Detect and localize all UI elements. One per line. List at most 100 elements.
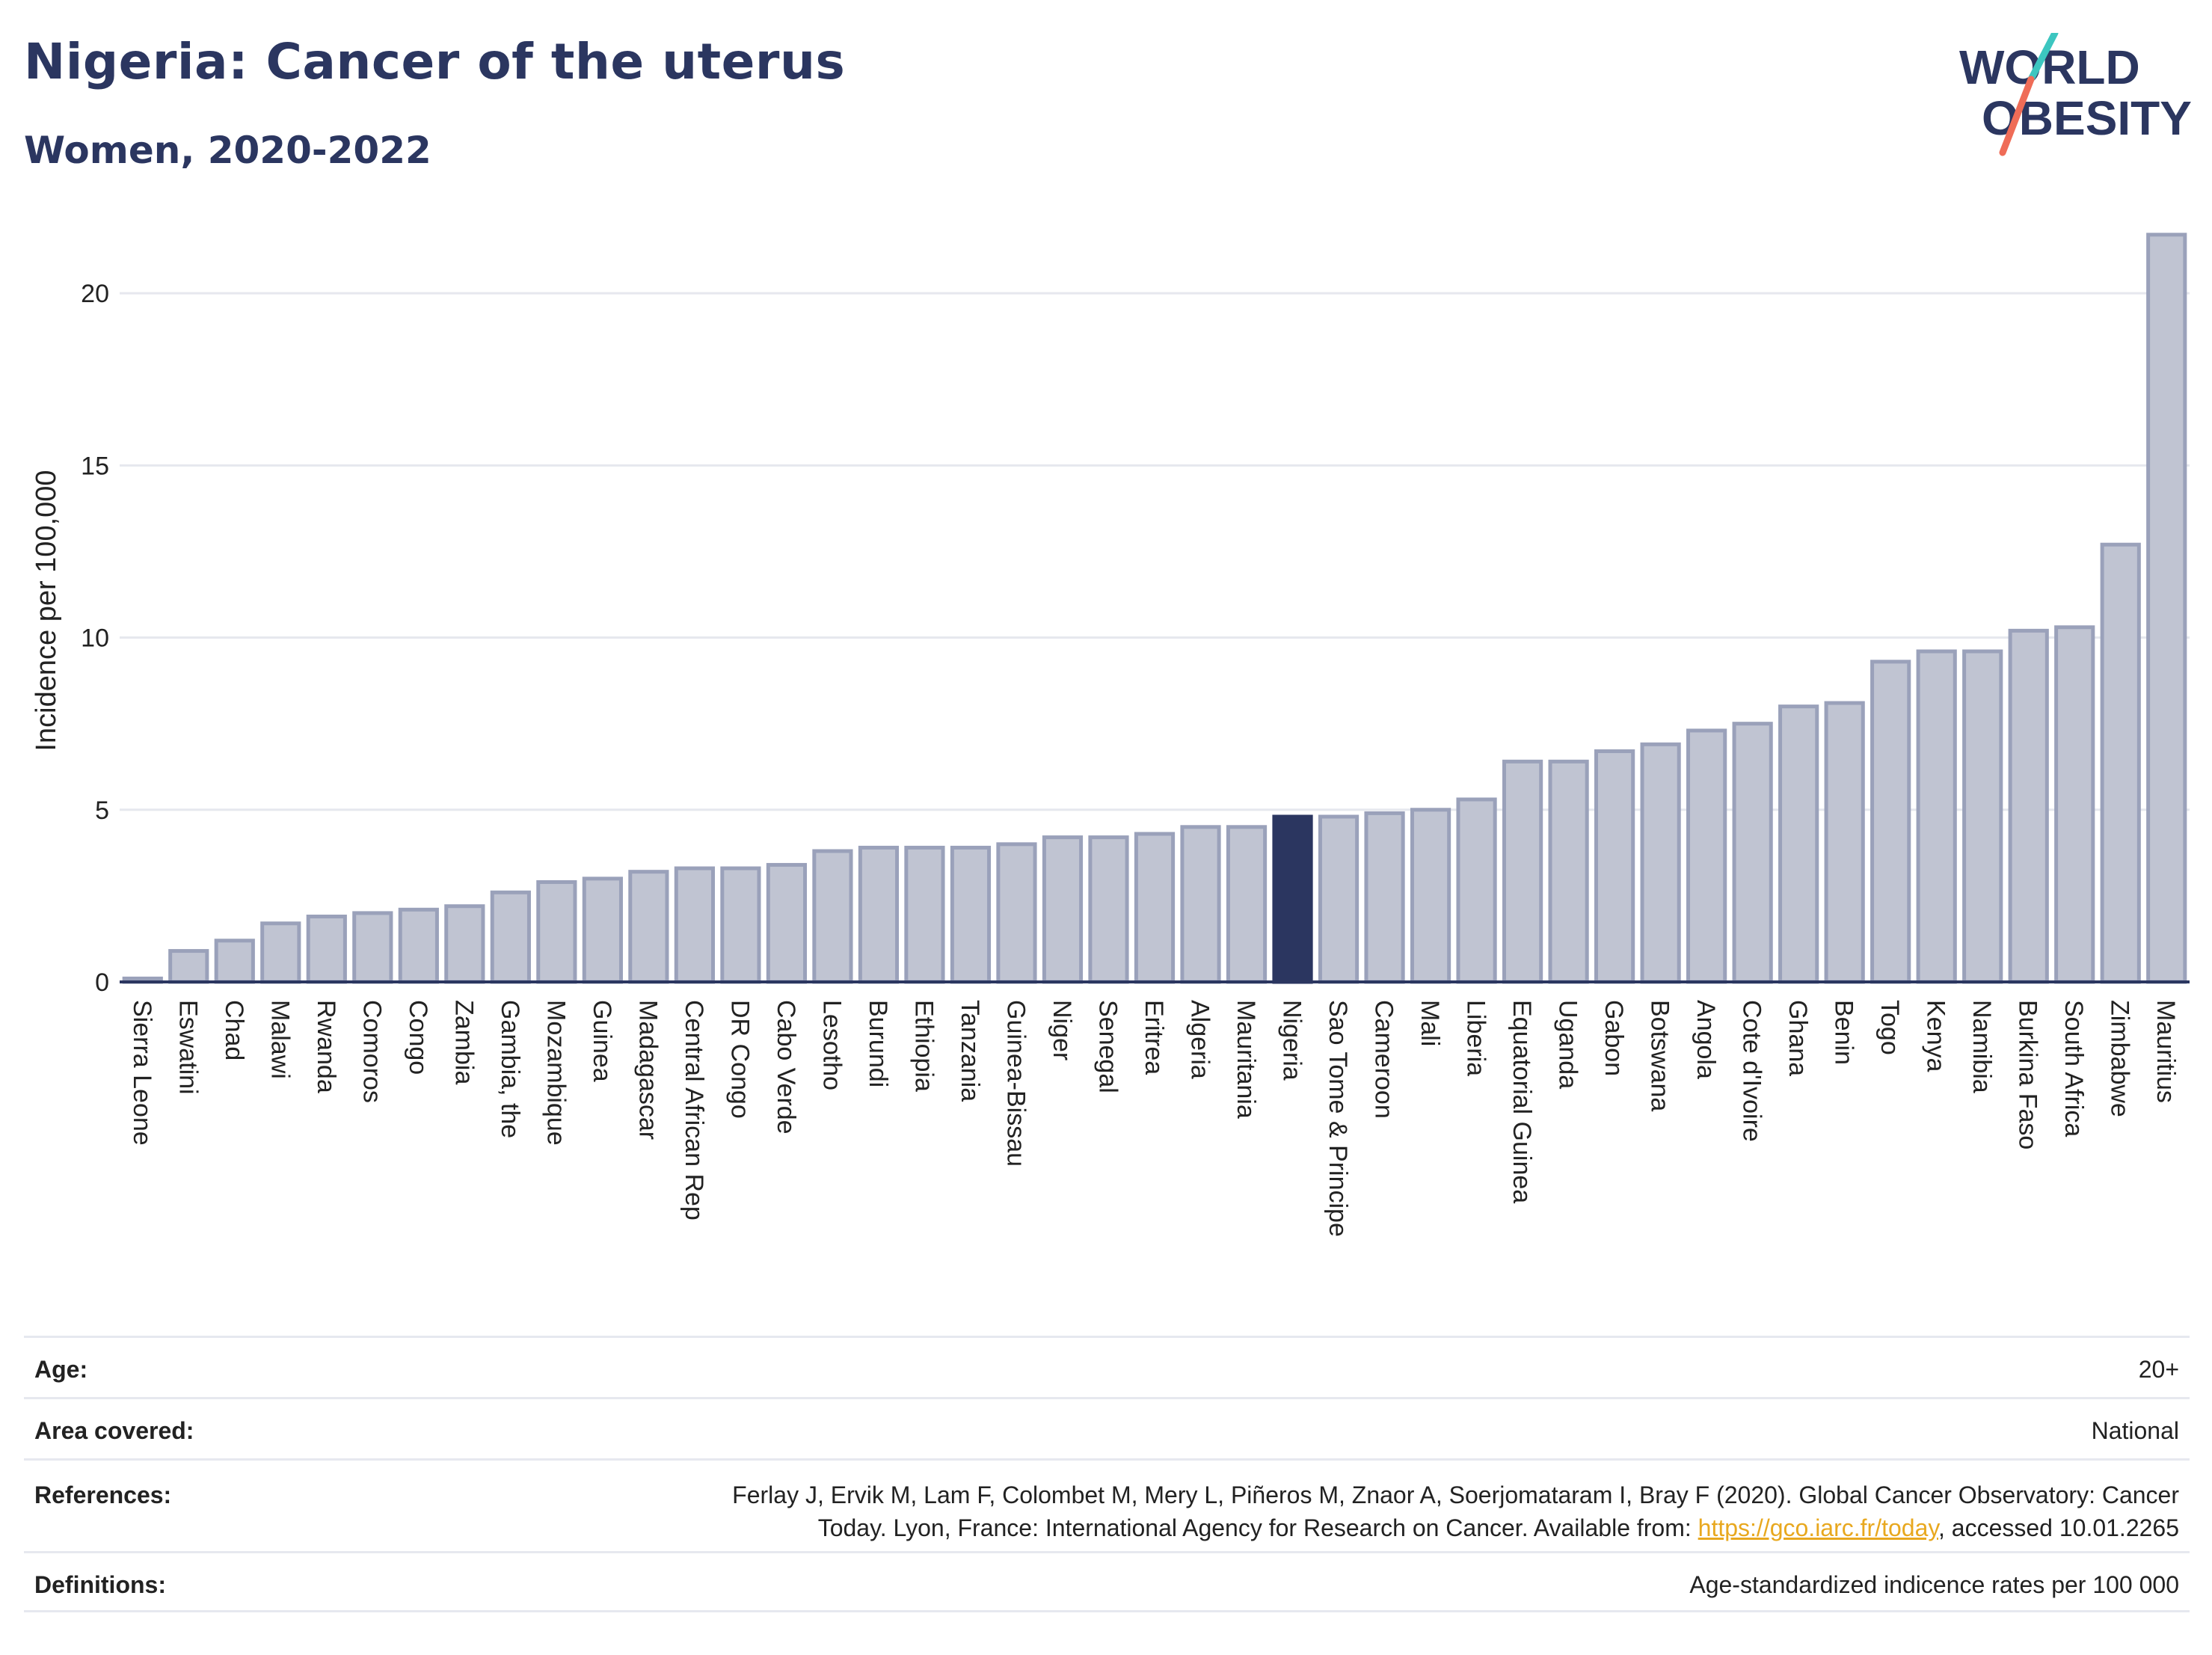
x-tick-label: Mali (1416, 1000, 1444, 1046)
x-tick-label: Tanzania (956, 1000, 984, 1102)
info-row-area: Area covered: National (24, 1397, 2190, 1458)
logo-slash-coral (1999, 76, 2035, 156)
bar (1594, 749, 1635, 984)
x-tick-label: Rwanda (312, 1000, 340, 1093)
x-tick-label: Gabon (1600, 1000, 1628, 1076)
bar (1962, 649, 2003, 984)
bar (2100, 542, 2141, 984)
bar (766, 862, 808, 984)
bar (444, 904, 485, 984)
x-tick-label: Zimbabwe (2106, 1000, 2134, 1117)
bar (628, 870, 669, 984)
info-row-definitions: Definitions: Age-standardized indicence … (24, 1551, 2190, 1612)
bar (2008, 628, 2049, 984)
bar (1870, 660, 1911, 984)
bar (1318, 814, 1360, 984)
references-text-2: Today. Lyon, France: International Agenc… (817, 1514, 1698, 1541)
x-tick-label: Burundi (864, 1000, 892, 1087)
bar (1502, 759, 1543, 984)
bar (1686, 728, 1727, 984)
x-tick-label: Togo (1875, 1000, 1904, 1055)
y-tick-label: 10 (81, 624, 109, 653)
x-tick-label: South Africa (2059, 1000, 2088, 1137)
references-label: References: (34, 1481, 172, 1508)
y-axis-label: Incidence per 100,000 (31, 470, 62, 751)
x-tick-label: Namibia (1967, 1000, 1996, 1093)
bar (1272, 814, 1313, 984)
bar (812, 849, 853, 984)
info-row-age: Age: 20+ (24, 1336, 2190, 1397)
definitions-label: Definitions: (34, 1571, 166, 1598)
bar (904, 845, 945, 984)
bar (490, 890, 531, 984)
references-link[interactable]: https://gco.iarc.fr/today (1698, 1514, 1938, 1541)
x-tick-label: Eswatini (173, 1000, 202, 1095)
bar (2146, 233, 2187, 984)
bar (306, 915, 347, 984)
x-tick-label: Eritrea (1140, 1000, 1168, 1075)
x-tick-label: Kenya (1922, 1000, 1950, 1072)
x-tick-label: Uganda (1554, 1000, 1582, 1089)
x-tick-label: Sierra Leone (128, 1000, 156, 1146)
x-tick-label: Lesotho (817, 1000, 846, 1090)
x-tick-label: Equatorial Guinea (1508, 1000, 1536, 1203)
x-tick-label: Ghana (1784, 1000, 1812, 1076)
bar (1824, 701, 1865, 984)
logo-slash-teal (2027, 33, 2059, 83)
x-tick-label: Comoros (357, 1000, 386, 1103)
bar (858, 845, 900, 984)
x-tick-label: Guinea-Bissau (1001, 1000, 1030, 1167)
x-tick-label: Algeria (1186, 1000, 1214, 1079)
x-tick-label: Congo (404, 1000, 432, 1075)
x-tick-label: Mozambique (541, 1000, 570, 1146)
bar-chart: 0 5 10 15 20 Incidence per 100,000 Sierra Leon… (31, 233, 2190, 1237)
references-text-1: Ferlay J, Ervik M, Lam F, Colombet M, Me… (732, 1481, 2179, 1508)
x-tick-label: Botswana (1646, 1000, 1674, 1111)
x-tick-label: DR Congo (725, 1000, 754, 1119)
bar (536, 879, 577, 984)
bar (1410, 808, 1451, 984)
references-text-3: , accessed 10.01.2265 (1938, 1514, 2179, 1541)
area-label: Area covered: (34, 1417, 194, 1444)
age-label: Age: (34, 1356, 88, 1383)
x-tick-label: Senegal (1093, 1000, 1122, 1093)
x-tick-label: Sao Tome & Principe (1324, 1000, 1352, 1237)
bar (2054, 625, 2095, 984)
x-tick-label: Mauritius (2151, 1000, 2180, 1103)
bar (582, 876, 623, 984)
y-tick-label: 15 (81, 452, 109, 480)
bar (1778, 704, 1819, 984)
x-tick-label: Guinea (588, 1000, 616, 1082)
bar (214, 939, 255, 984)
x-tick-label: Burkina Faso (2014, 1000, 2042, 1149)
bar (1456, 797, 1497, 984)
bar (352, 911, 393, 984)
info-table: Age: 20+ Area covered: National Referenc… (24, 1336, 2190, 1612)
y-tick-label: 20 (81, 280, 109, 308)
x-tick-label: Cabo Verde (772, 1000, 800, 1134)
x-tick-label: Benin (1830, 1000, 1858, 1065)
bar (168, 949, 209, 984)
x-tick-label: Zambia (449, 1000, 478, 1084)
bar (1732, 722, 1773, 984)
age-value: 20+ (2138, 1356, 2179, 1383)
bar (720, 866, 761, 984)
world-obesity-logo: WORLD OBESITY (1959, 33, 2192, 156)
bar (996, 842, 1037, 984)
x-tick-label: Mauritania (1232, 1000, 1260, 1119)
x-tick-label: Niger (1048, 1000, 1076, 1060)
definitions-value: Age-standardized indicence rates per 100… (1689, 1571, 2179, 1598)
bar (674, 866, 715, 984)
x-tick-label: Central African Rep (680, 1000, 708, 1220)
bar (1180, 825, 1221, 984)
bar (260, 921, 301, 984)
x-tick-label: Cameroon (1370, 1000, 1398, 1119)
bar (398, 907, 439, 984)
x-tick-label: Nigeria (1278, 1000, 1306, 1081)
bar (1088, 835, 1129, 984)
y-tick-label: 5 (95, 796, 109, 825)
x-tick-label: Chad (220, 1000, 248, 1060)
x-tick-label: Liberia (1462, 1000, 1490, 1076)
bar (1548, 759, 1589, 984)
x-tick-label: Cote d'Ivoire (1738, 1000, 1766, 1142)
